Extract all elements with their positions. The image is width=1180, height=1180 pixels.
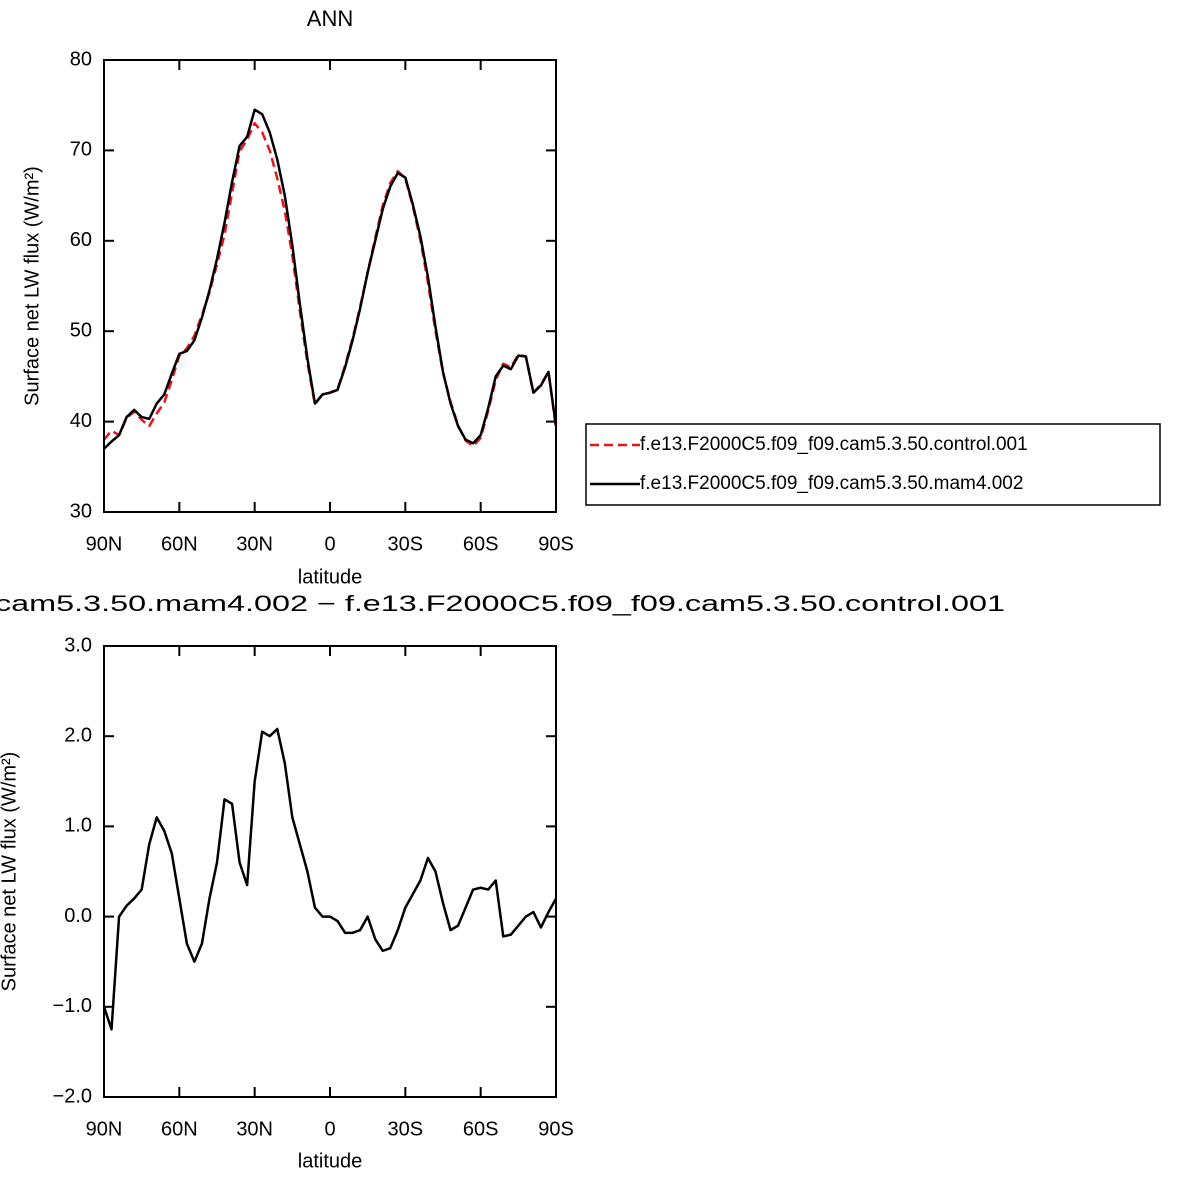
legend-label: f.e13.F2000C5.f09_f09.cam5.3.50.mam4.002 <box>640 473 1023 494</box>
legend-label: f.e13.F2000C5.f09_f09.cam5.3.50.control.… <box>640 434 1028 455</box>
x-tick-label: 90S <box>538 1118 574 1140</box>
x-tick-label: 60N <box>161 533 198 555</box>
x-tick-label: 90N <box>86 1118 123 1140</box>
x-tick-label: 0 <box>324 1118 335 1140</box>
x-tick-label: 90S <box>538 533 574 555</box>
x-tick-label: 30N <box>236 533 273 555</box>
x-axis-label: latitude <box>298 1150 363 1172</box>
y-tick-label: 3.0 <box>64 634 92 656</box>
y-tick-label: −2.0 <box>53 1085 92 1107</box>
y-tick-label: 60 <box>70 229 92 251</box>
y-tick-label: 50 <box>70 319 92 341</box>
x-tick-label: 90N <box>86 533 123 555</box>
x-axis-label: latitude <box>298 566 363 588</box>
y-tick-label: 0.0 <box>64 905 92 927</box>
y-tick-label: 2.0 <box>64 724 92 746</box>
y-tick-label: 70 <box>70 139 92 161</box>
x-tick-label: 0 <box>324 533 335 555</box>
legend-box <box>585 423 1161 506</box>
y-tick-label: 1.0 <box>64 815 92 837</box>
data-line <box>103 108 558 450</box>
x-tick-label: 30N <box>236 1118 273 1140</box>
legend: f.e13.F2000C5.f09_f09.cam5.3.50.control.… <box>585 423 1161 506</box>
y-tick-label: 40 <box>70 410 92 432</box>
x-tick-label: 30S <box>388 533 424 555</box>
x-tick-label: 60N <box>161 1118 198 1140</box>
data-line <box>102 727 558 1031</box>
y-tick-label: −1.0 <box>53 995 92 1017</box>
y-tick-label: 80 <box>70 48 92 70</box>
y-axis-label: Surface net LW flux (W/m²) <box>21 166 43 406</box>
plot-frame <box>103 59 557 513</box>
x-tick-label: 60S <box>463 533 499 555</box>
plot-frame <box>103 645 557 1098</box>
chart-title: f.e13.F2000C5.f09_f09.cam5.3.50.mam4.002… <box>0 591 1005 616</box>
y-axis-label: Surface net LW flux (W/m²) <box>0 752 20 992</box>
x-tick-label: 30S <box>388 1118 424 1140</box>
y-tick-label: 30 <box>70 500 92 522</box>
x-tick-label: 60S <box>463 1118 499 1140</box>
chart-title: ANN <box>307 6 353 31</box>
